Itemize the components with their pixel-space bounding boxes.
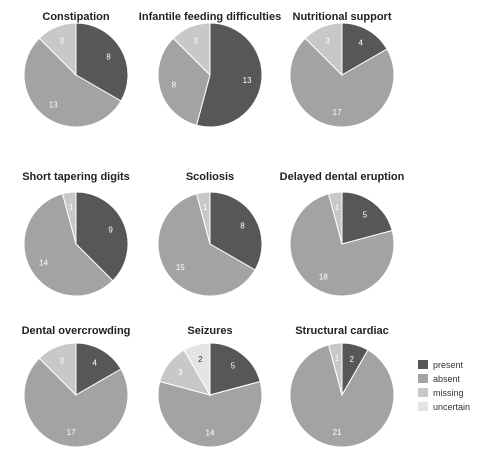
pie-slice-absent (289, 37, 395, 128)
slice-label-absent: 21 (333, 428, 342, 437)
legend-label-missing: missing (433, 388, 464, 398)
pie-title: Structural cardiac (295, 325, 389, 337)
pie-slice-absent (23, 357, 129, 448)
legend-swatch-uncertain (418, 402, 428, 411)
pie-slice-present (75, 22, 129, 102)
pie-slice-missing (38, 22, 77, 77)
pie-structural-cardiac: Structural cardiac 2 21 1 (289, 325, 395, 448)
pie-slice-present (209, 191, 263, 271)
pie-title: Delayed dental eruption (280, 171, 405, 183)
pie-slice-uncertain (183, 342, 211, 397)
slice-label-missing: 3 (325, 36, 330, 45)
pie-title: Infantile feeding difficulties (139, 11, 281, 23)
pie-slice-missing (327, 342, 343, 396)
slice-label-absent: 17 (333, 108, 342, 117)
slice-label-missing: 3 (59, 36, 64, 45)
pie-short-tapering-digits: Short tapering digits 9 14 1 (22, 171, 130, 297)
legend-label-absent: absent (433, 374, 461, 384)
legend-label-present: present (433, 360, 464, 370)
pie-title: Short tapering digits (22, 171, 130, 183)
pie-slice-missing (304, 22, 343, 77)
slice-label-missing: 1 (335, 203, 340, 212)
pie-slice-present (75, 342, 122, 396)
slice-label-present: 9 (108, 226, 113, 235)
pie-nutritional-support: Nutritional support 4 17 3 (289, 11, 395, 128)
pie-seizures: Seizures 5 14 3 2 (157, 325, 263, 448)
pie-infantile-feeding-difficulties: Infantile feeding difficulties 13 8 3 (139, 11, 281, 128)
legend-swatch-absent (418, 374, 428, 383)
pie-slice-absent (23, 37, 122, 128)
pie-title: Nutritional support (293, 11, 392, 23)
slice-label-missing: 1 (335, 354, 340, 363)
pie-slice-absent (157, 193, 256, 297)
slice-label-missing: 3 (59, 356, 64, 365)
slice-label-absent: 14 (39, 259, 48, 268)
slice-label-absent: 13 (49, 101, 58, 110)
slice-label-present: 5 (363, 210, 368, 219)
slice-label-present: 8 (106, 52, 111, 61)
slice-label-missing: 1 (69, 203, 74, 212)
pie-slice-absent (157, 380, 263, 448)
legend-label-uncertain: uncertain (433, 402, 470, 412)
pie-slice-missing (38, 342, 77, 397)
pie-slice-missing (195, 191, 211, 245)
slice-label-present: 5 (231, 361, 236, 370)
pie-title: Constipation (42, 11, 109, 23)
pie-slice-absent (157, 37, 211, 126)
slice-label-uncertain: 2 (198, 355, 203, 364)
pie-constipation: Constipation 8 13 3 (23, 11, 129, 128)
slice-label-absent: 15 (176, 263, 185, 272)
pie-slice-present (75, 191, 129, 282)
slice-label-absent: 14 (206, 428, 215, 437)
slice-label-present: 13 (243, 76, 252, 85)
legend-swatch-present (418, 360, 428, 369)
slice-label-absent: 18 (319, 272, 328, 281)
slice-label-absent: 8 (172, 81, 177, 90)
pie-slice-present (341, 22, 388, 76)
pie-dental-overcrowding: Dental overcrowding 4 17 3 (22, 325, 131, 448)
pie-title: Scoliosis (186, 171, 234, 183)
pie-slice-absent (289, 344, 395, 448)
pie-title: Seizures (187, 325, 232, 337)
pie-slice-missing (61, 191, 77, 245)
pie-slice-absent (289, 193, 395, 297)
pie-slice-present (195, 22, 263, 128)
slice-label-missing: 1 (203, 203, 208, 212)
slice-label-present: 4 (358, 39, 363, 48)
pie-slice-present (209, 342, 261, 396)
pie-slice-missing (327, 191, 343, 245)
pie-title: Dental overcrowding (22, 325, 131, 337)
pie-delayed-dental-eruption: Delayed dental eruption 5 18 1 (280, 171, 405, 297)
pie-slice-missing (172, 22, 211, 77)
slice-label-present: 4 (92, 359, 97, 368)
legend-swatch-missing (418, 388, 428, 397)
slice-label-present: 8 (240, 221, 245, 230)
slice-label-present: 2 (349, 355, 354, 364)
slice-label-missing: 3 (178, 368, 183, 377)
slice-label-missing: 3 (193, 36, 198, 45)
legend: present absent missing uncertain (418, 360, 470, 412)
pie-slice-present (341, 191, 393, 245)
slice-label-absent: 17 (67, 428, 76, 437)
pie-slice-absent (23, 193, 114, 297)
pie-scoliosis: Scoliosis 8 15 1 (157, 171, 263, 297)
